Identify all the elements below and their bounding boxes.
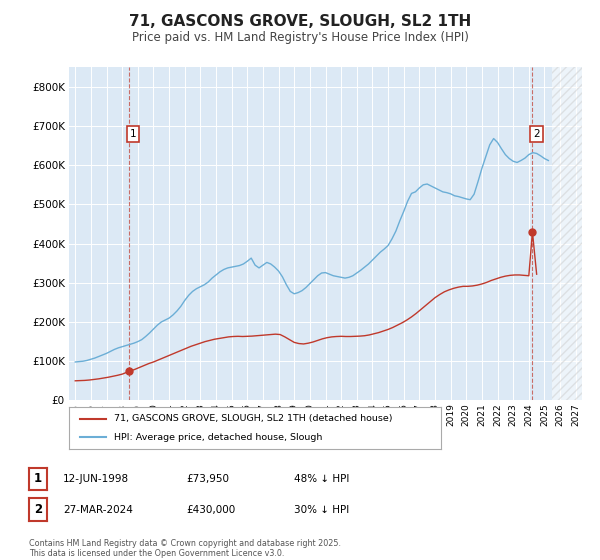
Text: 30% ↓ HPI: 30% ↓ HPI	[294, 505, 349, 515]
Text: 12-JUN-1998: 12-JUN-1998	[63, 474, 129, 484]
Text: 2: 2	[34, 503, 42, 516]
Text: 2: 2	[533, 129, 539, 139]
Text: 71, GASCONS GROVE, SLOUGH, SL2 1TH: 71, GASCONS GROVE, SLOUGH, SL2 1TH	[129, 14, 471, 29]
Text: 1: 1	[130, 129, 136, 139]
Text: 1: 1	[34, 472, 42, 486]
Text: Price paid vs. HM Land Registry's House Price Index (HPI): Price paid vs. HM Land Registry's House …	[131, 31, 469, 44]
Text: Contains HM Land Registry data © Crown copyright and database right 2025.
This d: Contains HM Land Registry data © Crown c…	[29, 539, 341, 558]
Text: HPI: Average price, detached house, Slough: HPI: Average price, detached house, Slou…	[113, 433, 322, 442]
Text: 48% ↓ HPI: 48% ↓ HPI	[294, 474, 349, 484]
Text: 71, GASCONS GROVE, SLOUGH, SL2 1TH (detached house): 71, GASCONS GROVE, SLOUGH, SL2 1TH (deta…	[113, 414, 392, 423]
Text: 27-MAR-2024: 27-MAR-2024	[63, 505, 133, 515]
Text: £73,950: £73,950	[186, 474, 229, 484]
Text: £430,000: £430,000	[186, 505, 235, 515]
